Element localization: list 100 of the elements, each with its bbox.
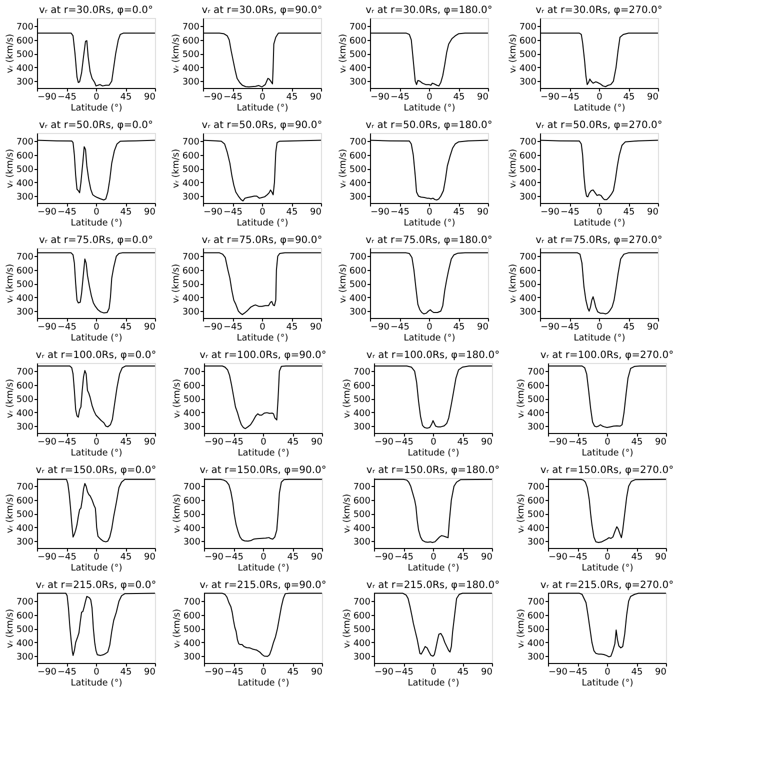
y-axis-title: vᵣ (km/s) [5,378,16,418]
y-tick-label: 500 [349,50,367,60]
x-axis-title: Latitude (°) [70,564,122,574]
y-tick-label: 700 [16,138,34,148]
x-tick-label: −45 [568,552,588,562]
y-tick-label: 300 [16,422,34,433]
y-tick-label: 600 [16,266,34,276]
y-tick-label: 400 [519,178,537,189]
x-tick-label: 90 [481,668,493,678]
y-tick-label: 300 [349,78,367,88]
x-axis-title: Latitude (°) [404,334,456,344]
x-tick-label: −90 [370,208,390,218]
x-tick-label: −45 [390,208,410,218]
x-axis-title: Latitude (°) [408,564,460,574]
x-tick-label: 0 [426,92,433,102]
y-tick-label: 600 [183,381,201,392]
y-axis-title: vᵣ (km/s) [5,264,16,304]
x-tick-label: −45 [224,208,242,218]
x-tick-label: 0 [260,322,266,332]
y-tick-label: 600 [182,36,200,46]
x-tick-label: −45 [568,438,588,448]
y-tick-label: 300 [16,538,34,548]
x-axis-title: Latitude (°) [574,104,626,114]
y-axis-title: vᵣ (km/s) [171,264,182,304]
y-tick-label: 400 [183,524,201,534]
y-tick-label: 500 [353,625,371,636]
x-tick-label: 90 [310,322,322,332]
x-tick-label: −90 [204,438,224,448]
x-tick-label: 90 [481,552,493,562]
y-axis-title: vᵣ (km/s) [508,148,518,188]
x-tick-label: 45 [631,668,643,678]
y-tick-label: 600 [349,151,367,162]
chart-title: vᵣ at r=75.0Rs, φ=90.0° [202,235,322,246]
y-tick-label: 500 [519,50,537,60]
chart-title: vᵣ at r=50.0Rs, φ=270.0° [536,120,662,131]
y-tick-label: 700 [527,368,545,378]
y-axis-title: vᵣ (km/s) [5,494,16,534]
x-tick-label: 0 [430,438,437,448]
x-tick-label: −90 [204,552,224,562]
y-tick-label: 700 [16,22,34,33]
x-tick-label: 45 [453,322,465,332]
y-axis-title: vᵣ (km/s) [508,34,518,74]
x-axis-title: Latitude (°) [408,448,460,458]
x-axis-title: Latitude (°) [238,678,290,688]
y-tick-label: 700 [527,482,545,493]
x-axis-title: Latitude (°) [70,448,122,458]
y-tick-label: 400 [16,178,34,189]
y-axis-title: vᵣ (km/s) [172,494,182,534]
x-tick-label: 45 [120,668,132,678]
y-tick-label: 500 [183,510,201,520]
y-axis-title: vᵣ (km/s) [516,494,526,534]
y-axis-title: vᵣ (km/s) [171,34,182,74]
y-tick-label: 300 [182,192,200,203]
y-tick-label: 400 [182,64,200,74]
x-tick-label: −90 [374,668,394,678]
x-tick-label: 45 [286,92,298,102]
chart-title: vᵣ at r=75.0Rs, φ=0.0° [38,235,154,246]
x-tick-label: 0 [94,668,100,678]
y-tick-label: 400 [349,64,367,74]
x-tick-label: 0 [260,668,267,678]
y-tick-label: 500 [16,395,34,406]
y-tick-label: 600 [519,151,537,162]
x-tick-label: −90 [374,552,394,562]
y-tick-label: 600 [527,496,545,506]
x-tick-label: −45 [224,438,244,448]
y-tick-label: 300 [183,538,201,548]
y-tick-label: 600 [183,496,201,506]
y-tick-label: 600 [527,381,545,392]
x-tick-label: 90 [144,438,156,448]
x-tick-label: 0 [596,208,603,218]
y-tick-label: 700 [16,368,34,378]
x-tick-label: 45 [287,552,299,562]
chart-title: vᵣ at r=50.0Rs, φ=0.0° [38,120,154,131]
y-tick-label: 300 [183,652,201,663]
x-tick-label: −45 [58,208,76,218]
x-tick-label: 90 [655,438,667,448]
x-axis-title: Latitude (°) [582,448,634,458]
y-tick-label: 700 [16,482,34,493]
y-axis-title: vᵣ (km/s) [172,378,182,418]
y-tick-label: 600 [353,611,371,622]
x-tick-label: −45 [394,438,414,448]
y-axis-title: vᵣ (km/s) [5,34,16,74]
y-tick-label: 500 [182,165,200,176]
x-tick-label: −90 [38,322,57,332]
x-tick-label: 45 [286,322,298,332]
x-tick-label: 45 [286,208,298,218]
x-tick-label: 45 [457,552,469,562]
y-tick-label: 400 [16,408,34,419]
y-tick-label: 500 [527,510,545,520]
chart-title: vᵣ at r=100.0Rs, φ=270.0° [540,350,674,361]
y-tick-label: 300 [16,308,34,318]
x-axis-title: Latitude (°) [408,678,460,688]
y-tick-label: 600 [183,611,201,622]
x-tick-label: −90 [204,92,223,102]
x-tick-label: 45 [457,438,469,448]
y-tick-label: 600 [182,266,200,276]
y-tick-label: 500 [16,625,34,636]
y-axis-title: vᵣ (km/s) [338,148,348,188]
x-tick-label: 90 [647,208,659,218]
x-tick-label: 45 [457,668,469,678]
